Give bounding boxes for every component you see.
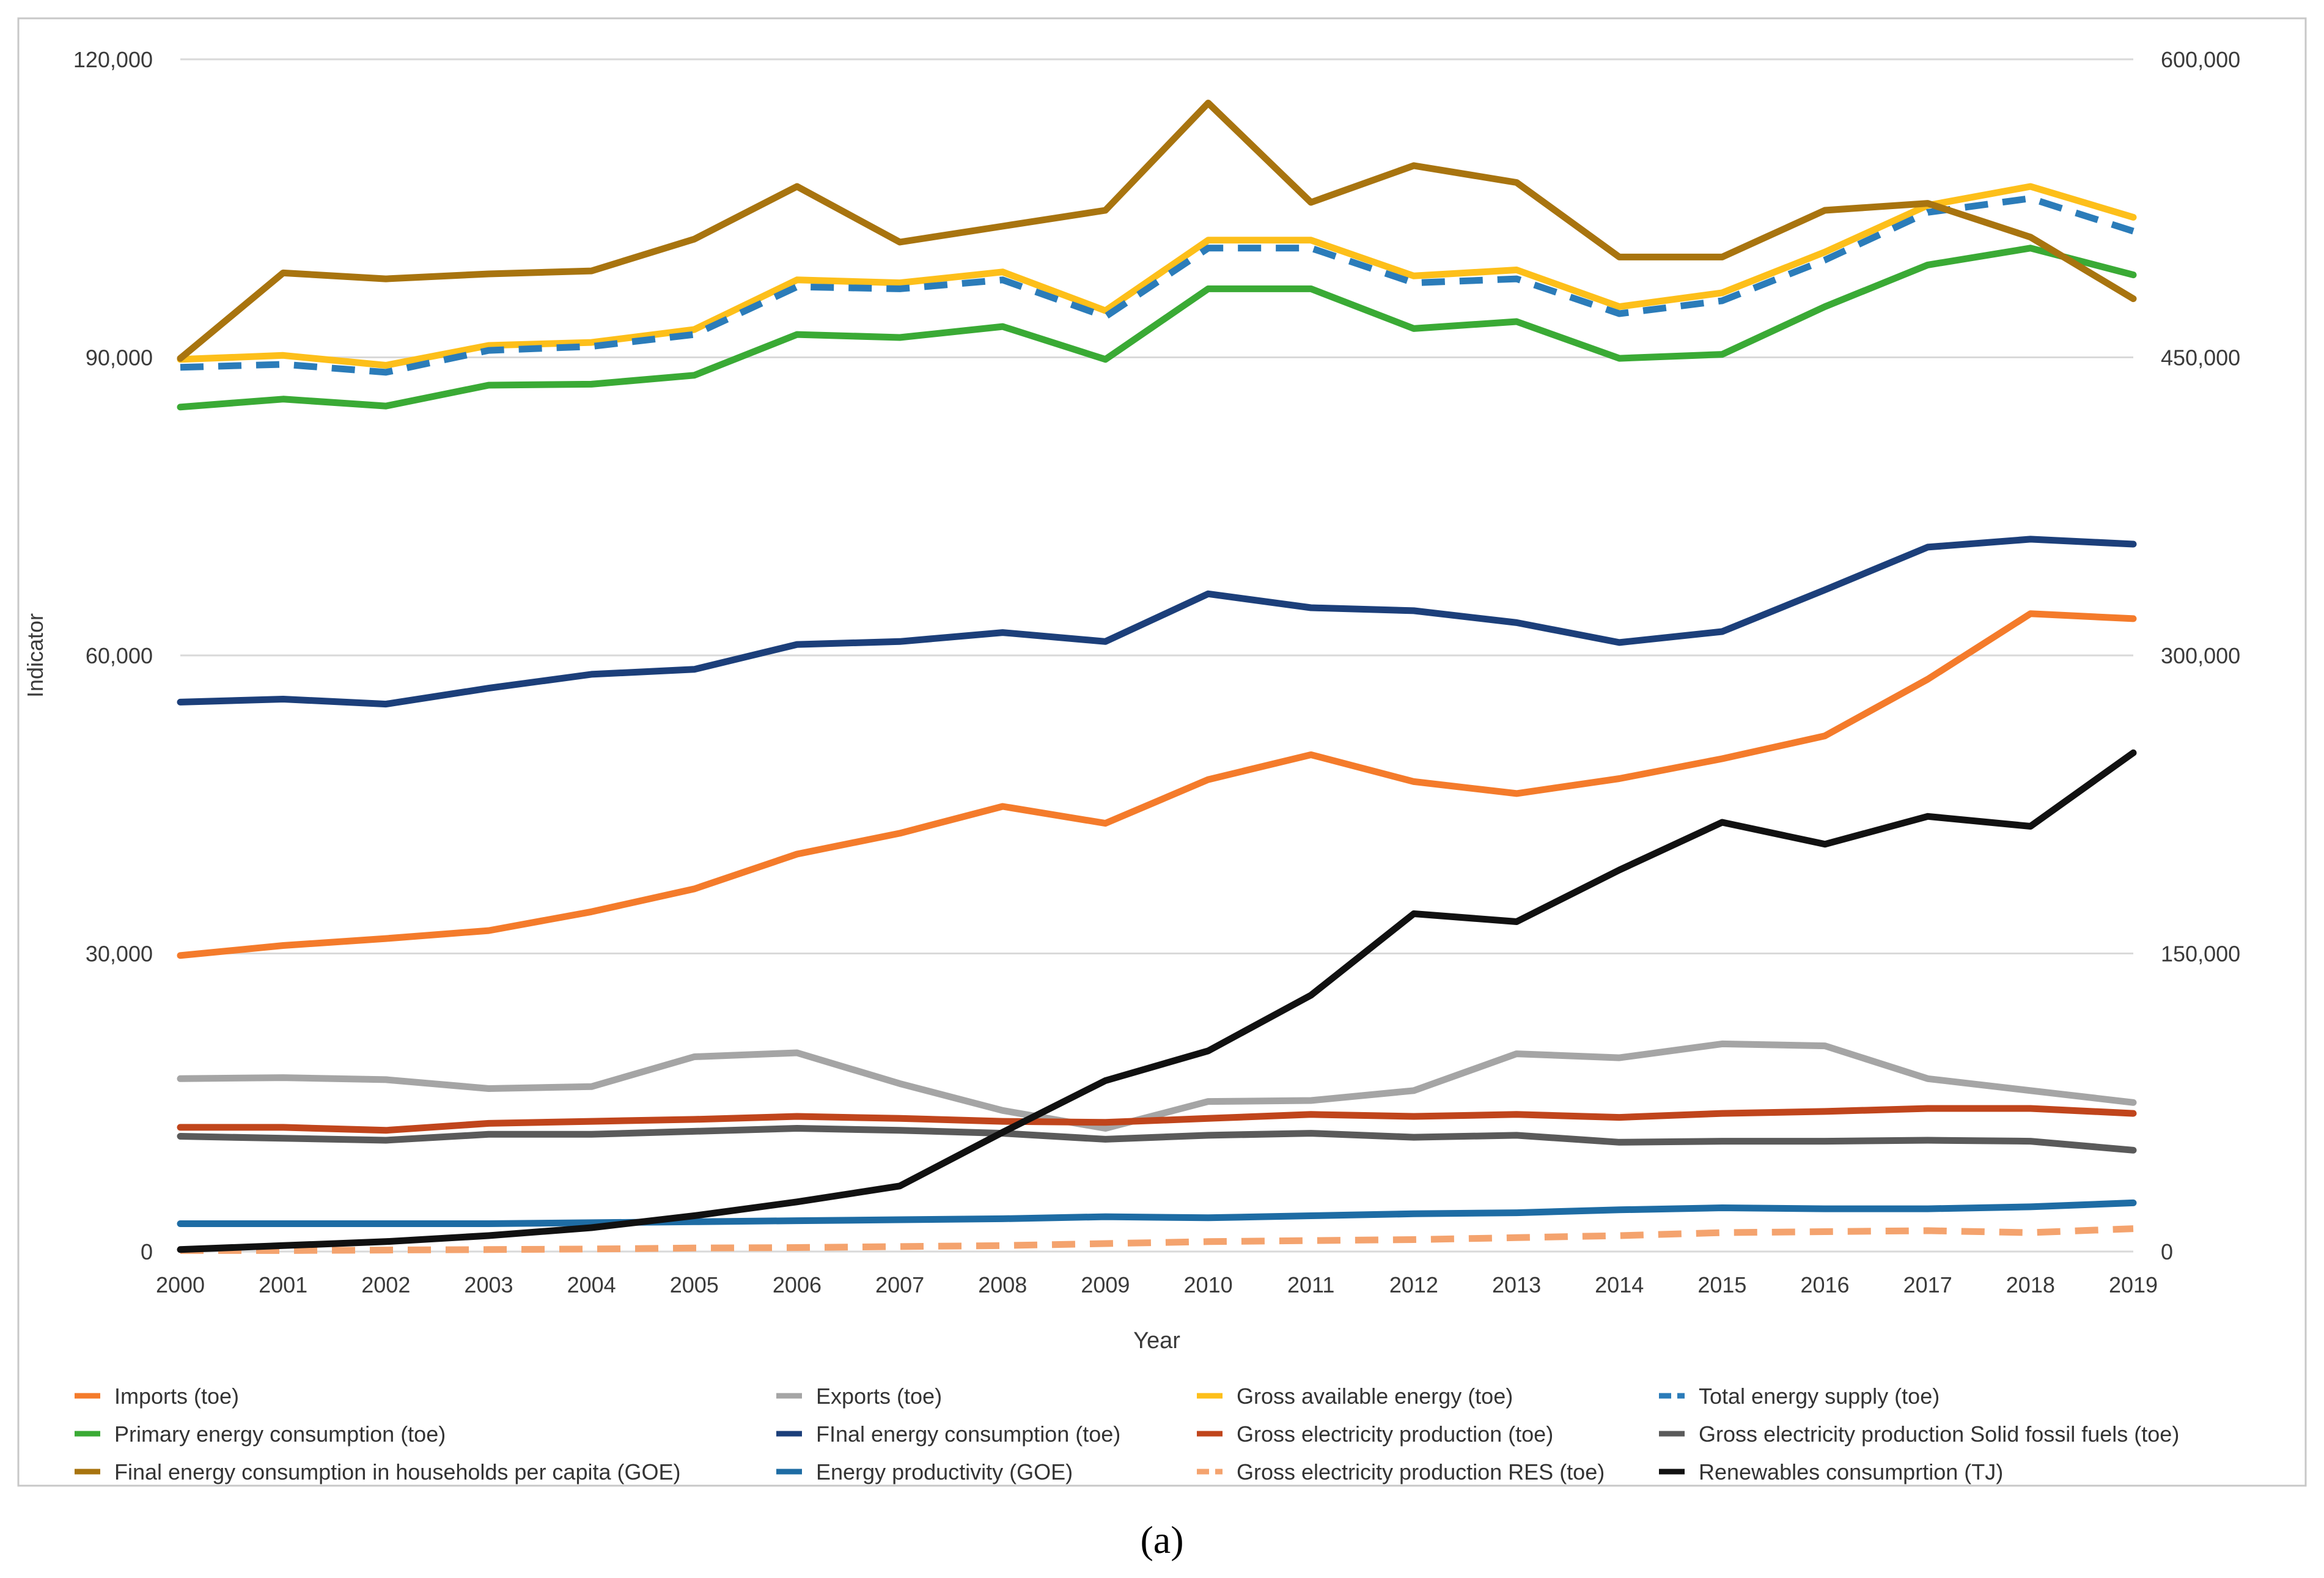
gridlines <box>180 58 2133 1253</box>
x-tick-label: 2010 <box>1184 1272 1233 1297</box>
x-tick-label: 2003 <box>464 1272 513 1297</box>
x-tick-label: 2001 <box>259 1272 307 1297</box>
y2-tick-label: 450,000 <box>2161 345 2240 371</box>
x-tick-label: 2011 <box>1287 1272 1334 1297</box>
y-tick-label: 30,000 <box>86 942 153 967</box>
x-tick-label: 2018 <box>2006 1272 2055 1297</box>
y-axis-title: Indicator <box>23 613 48 698</box>
y-tick-label: 120,000 <box>73 47 153 72</box>
series-line <box>177 536 2137 708</box>
x-tick-label: 2016 <box>1800 1272 1849 1297</box>
series-line <box>180 1225 2134 1254</box>
figure-frame <box>17 17 2307 1487</box>
x-axis-title: Year <box>1133 1328 1180 1354</box>
y-tick-label: 60,000 <box>86 643 153 668</box>
series-line <box>177 1040 2137 1132</box>
legend-label: Gross electricity production RES (toe) <box>1237 1459 1605 1484</box>
legend-label: Total energy supply (toe) <box>1699 1384 1940 1409</box>
x-tick-label: 2012 <box>1389 1272 1438 1297</box>
x-tick-label: 2007 <box>875 1272 924 1297</box>
series-line <box>177 749 2137 1253</box>
y-tick-label: 0 <box>141 1239 153 1264</box>
y2-tick-label: 600,000 <box>2161 47 2240 72</box>
legend-label: Imports (toe) <box>114 1384 239 1409</box>
series-line <box>177 245 2137 411</box>
y2-tick-label: 0 <box>2161 1239 2173 1264</box>
x-tick-label: 2009 <box>1081 1272 1130 1297</box>
legend-label: Renewables consumprtion (TJ) <box>1699 1459 2003 1484</box>
x-tick-label: 2014 <box>1595 1272 1644 1297</box>
x-tick-label: 2000 <box>156 1272 205 1297</box>
legend-label: Final energy consumption in households p… <box>114 1459 681 1484</box>
x-tick-label: 2004 <box>567 1272 616 1297</box>
x-tick-label: 2019 <box>2109 1272 2158 1297</box>
x-tick-label: 2006 <box>773 1272 822 1297</box>
legend-label: Gross electricity production (toe) <box>1237 1421 1553 1447</box>
series-line <box>177 1125 2137 1154</box>
x-tick-label: 2013 <box>1492 1272 1541 1297</box>
legend-label: Primary energy consumption (toe) <box>114 1421 446 1447</box>
x-tick-label: 2008 <box>978 1272 1027 1297</box>
legend-label: Gross available energy (toe) <box>1237 1384 1513 1409</box>
y2-tick-label: 300,000 <box>2161 643 2240 668</box>
x-tick-label: 2002 <box>361 1272 410 1297</box>
legend: Imports (toe) Exports (toe) Gross availabl… <box>75 1384 2179 1484</box>
x-tick-label: 2017 <box>1903 1272 1952 1297</box>
series-line <box>177 610 2137 959</box>
y-tick-label: 90,000 <box>86 345 153 371</box>
figure-caption: (a) <box>1140 1518 1183 1561</box>
x-tick-label: 2015 <box>1697 1272 1746 1297</box>
series-line <box>177 1199 2137 1227</box>
x-tick-label: 2005 <box>670 1272 719 1297</box>
axes: 0 30,000 60,000 90,000 120,000 0 150,000 300,00… <box>73 47 2240 1297</box>
series-line <box>177 183 2137 369</box>
legend-label: Exports (toe) <box>816 1384 942 1409</box>
legend-label: Gross electricity production Solid fossi… <box>1699 1421 2179 1447</box>
legend-label: FInal energy consumption (toe) <box>816 1421 1120 1447</box>
legend-label: Energy productivity (GOE) <box>816 1459 1073 1484</box>
series-line <box>180 195 2135 376</box>
series-line <box>177 1105 2137 1134</box>
series-line <box>177 100 2137 362</box>
series-lines <box>177 100 2137 1254</box>
y2-tick-label: 150,000 <box>2161 942 2240 967</box>
